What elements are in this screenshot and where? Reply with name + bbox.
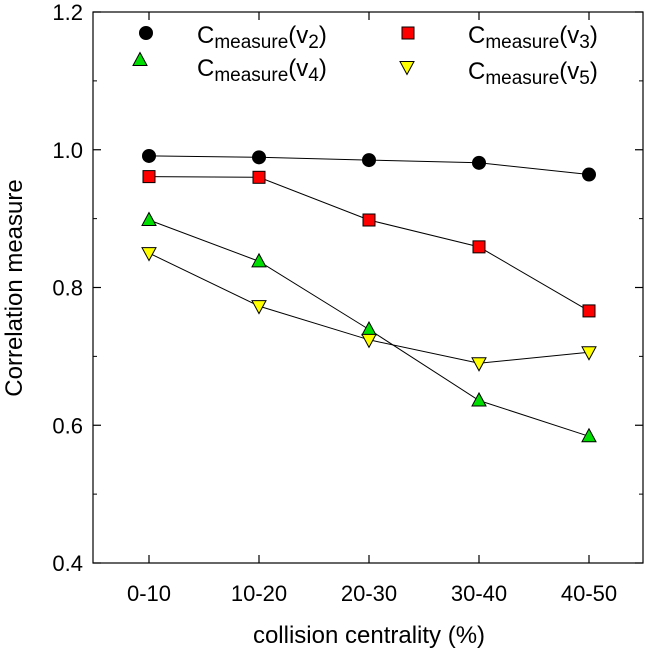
y-tick-label: 1.0 bbox=[52, 138, 83, 163]
legend-label: Cmeasure(v3) bbox=[468, 22, 598, 53]
x-axis-label: collision centrality (%) bbox=[253, 622, 485, 649]
data-point bbox=[142, 148, 156, 163]
legend-entry: Cmeasure(v5) bbox=[399, 58, 598, 89]
x-axis: 0-10 10-20 20-30 30-40 40-50 bbox=[127, 12, 617, 606]
series-triangle-down bbox=[141, 247, 597, 372]
y-tick-label: 0.4 bbox=[52, 551, 83, 576]
plot-frame bbox=[92, 11, 644, 564]
data-point bbox=[472, 240, 486, 254]
legend-subscript: measure bbox=[485, 68, 559, 89]
data-point bbox=[251, 300, 267, 315]
data-point bbox=[252, 170, 266, 184]
legend-marker bbox=[399, 61, 415, 76]
legend-marker bbox=[132, 51, 148, 66]
data-point bbox=[582, 167, 596, 182]
legend-text-part: (v bbox=[288, 22, 308, 49]
data-point bbox=[142, 170, 156, 184]
y-tick-label: 0.8 bbox=[52, 276, 83, 301]
x-tick-label: 10-20 bbox=[231, 581, 287, 606]
data-point bbox=[141, 211, 157, 227]
x-tick-label: 20-30 bbox=[341, 581, 397, 606]
series-square bbox=[142, 170, 596, 318]
data-point bbox=[362, 153, 376, 168]
legend-subscript: measure bbox=[214, 65, 288, 86]
legend-subscript: 2 bbox=[308, 32, 319, 53]
legend-entry: Cmeasure(v2) bbox=[139, 22, 327, 53]
legend-marker bbox=[139, 26, 153, 40]
legend-text-part: (v bbox=[559, 58, 579, 85]
legend-text-part: (v bbox=[288, 55, 308, 82]
x-tick-label: 30-40 bbox=[451, 581, 507, 606]
legend-text-part: ) bbox=[590, 58, 598, 85]
legend-text-part: ) bbox=[590, 22, 598, 49]
legend-subscript: measure bbox=[214, 32, 288, 53]
y-axis-label: Correlation measure bbox=[1, 179, 28, 396]
plot-area bbox=[92, 11, 644, 564]
y-axis: 0.4 0.6 0.8 1.0 1.2 bbox=[52, 0, 643, 576]
legend-text-part: ) bbox=[319, 22, 327, 49]
legend-subscript: 3 bbox=[579, 32, 590, 53]
series-layer bbox=[141, 148, 597, 443]
x-tick-label: 40-50 bbox=[561, 581, 617, 606]
legend-subscript: measure bbox=[485, 32, 559, 53]
legend-subscript: 4 bbox=[308, 65, 319, 86]
legend-text-part: ) bbox=[319, 55, 327, 82]
legend: Cmeasure(v2) Cmeasure(v3)Cmeasure(v4) Cmea… bbox=[132, 22, 598, 89]
data-point bbox=[581, 427, 597, 443]
data-point bbox=[472, 155, 486, 170]
data-point bbox=[581, 346, 597, 361]
series-circle bbox=[142, 148, 596, 182]
data-point bbox=[582, 304, 596, 318]
legend-entry: Cmeasure(v4) bbox=[132, 51, 327, 86]
legend-label: Cmeasure(v5) bbox=[468, 58, 598, 89]
legend-subscript: 5 bbox=[579, 68, 590, 89]
data-point bbox=[251, 252, 267, 268]
y-tick-label: 0.6 bbox=[52, 413, 83, 438]
legend-text-part: C bbox=[197, 55, 214, 82]
data-point bbox=[141, 247, 157, 262]
legend-text-part: C bbox=[468, 22, 485, 49]
data-point bbox=[252, 150, 266, 165]
x-tick-label: 0-10 bbox=[127, 581, 171, 606]
y-tick-label: 1.2 bbox=[52, 0, 83, 25]
legend-text-part: C bbox=[468, 58, 485, 85]
legend-label: Cmeasure(v2) bbox=[197, 22, 327, 53]
data-point bbox=[471, 391, 487, 407]
legend-text-part: C bbox=[197, 22, 214, 49]
data-point bbox=[471, 357, 487, 372]
data-point bbox=[362, 213, 376, 227]
legend-entry: Cmeasure(v3) bbox=[401, 22, 598, 53]
series-line bbox=[148, 176, 590, 312]
data-point bbox=[361, 320, 377, 336]
legend-text-part: (v bbox=[559, 22, 579, 49]
data-point bbox=[361, 333, 377, 349]
series-triangle-up bbox=[141, 211, 597, 443]
legend-marker bbox=[401, 26, 415, 40]
legend-label: Cmeasure(v4) bbox=[197, 55, 327, 86]
